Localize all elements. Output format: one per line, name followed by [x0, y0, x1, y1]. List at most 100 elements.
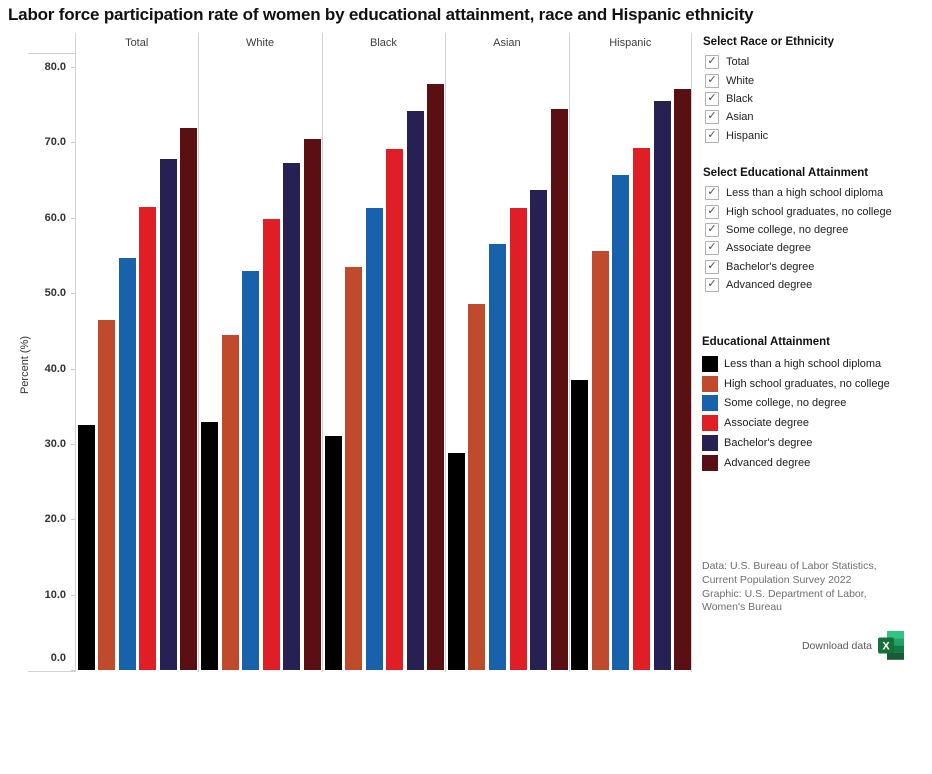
- column-header-white: White: [246, 37, 275, 49]
- legend-item[interactable]: Some college, no degree: [702, 394, 930, 414]
- bar-hispanic-bachelor-s-degree[interactable]: [654, 101, 671, 670]
- axis-bottom-border: [28, 671, 75, 672]
- bar-hispanic-less-than-a-high-school-diploma[interactable]: [571, 380, 588, 670]
- chart-title: Labor force participation rate of women …: [8, 5, 754, 24]
- checkbox-row-less-than-hs[interactable]: ✓ Less than a high school diploma: [705, 184, 931, 202]
- checkbox-label: Asian: [726, 111, 754, 124]
- download-data-button[interactable]: Download data: [801, 640, 872, 652]
- bar-asian-bachelor-s-degree[interactable]: [530, 190, 547, 670]
- bar-total-high-school-graduates-no-college[interactable]: [98, 320, 115, 670]
- checkbox-black[interactable]: ✓: [705, 91, 719, 106]
- bar-asian-less-than-a-high-school-diploma[interactable]: [448, 453, 465, 670]
- svg-text:X: X: [882, 641, 890, 653]
- bar-black-advanced-degree[interactable]: [427, 84, 444, 670]
- legend-item[interactable]: Associate degree: [702, 413, 930, 433]
- checkbox-label: High school graduates, no college: [726, 205, 892, 218]
- bar-black-less-than-a-high-school-diploma[interactable]: [325, 436, 342, 670]
- bar-white-advanced-degree[interactable]: [304, 139, 321, 670]
- bar-white-bachelor-s-degree[interactable]: [283, 163, 300, 670]
- y-tick-mark: [71, 142, 75, 143]
- bar-white-high-school-graduates-no-college[interactable]: [222, 335, 239, 670]
- checkbox-hispanic[interactable]: ✓: [705, 128, 719, 143]
- bar-hispanic-associate-degree[interactable]: [633, 148, 650, 670]
- bar-asian-some-college-no-degree[interactable]: [489, 244, 506, 670]
- checkbox-row-total[interactable]: ✓ Total: [705, 53, 931, 71]
- check-icon: ✓: [707, 73, 717, 86]
- checkbox-label: Hispanic: [726, 129, 769, 142]
- y-tick-mark: [71, 670, 75, 671]
- source-line: Data: U.S. Bureau of Labor Statistics,: [702, 560, 877, 572]
- y-tick-label: 60.0: [44, 212, 66, 224]
- checkbox-hs-graduates[interactable]: ✓: [705, 204, 719, 219]
- race-filter-list: ✓ Total ✓ White ✓ Black ✓ Asian ✓ Hispan…: [705, 53, 931, 145]
- bar-hispanic-some-college-no-degree[interactable]: [612, 175, 629, 670]
- bar-black-high-school-graduates-no-college[interactable]: [345, 267, 362, 670]
- checkbox-row-asian[interactable]: ✓ Asian: [705, 108, 931, 126]
- y-tick-label: 20.0: [44, 513, 66, 525]
- legend-label: Bachelor's degree: [724, 437, 813, 450]
- y-tick-label: 40.0: [44, 363, 66, 375]
- bar-white-less-than-a-high-school-diploma[interactable]: [201, 422, 218, 670]
- checkbox-row-white[interactable]: ✓ White: [705, 71, 931, 89]
- checkbox-associate[interactable]: ✓: [705, 241, 719, 256]
- bar-asian-advanced-degree[interactable]: [551, 109, 568, 670]
- y-tick-label: 30.0: [44, 438, 66, 450]
- bar-hispanic-advanced-degree[interactable]: [674, 89, 691, 670]
- checkbox-less-than-hs[interactable]: ✓: [705, 186, 719, 201]
- bar-total-bachelor-s-degree[interactable]: [160, 159, 177, 670]
- group-separator: [445, 33, 446, 672]
- legend-item[interactable]: Bachelor's degree: [702, 433, 930, 453]
- bar-white-some-college-no-degree[interactable]: [242, 271, 259, 670]
- check-icon: ✓: [707, 204, 717, 217]
- checkbox-row-associate[interactable]: ✓ Associate degree: [705, 239, 931, 257]
- checkbox-white[interactable]: ✓: [705, 73, 719, 88]
- bar-total-some-college-no-degree[interactable]: [119, 258, 136, 670]
- checkbox-row-some-college[interactable]: ✓ Some college, no degree: [705, 221, 931, 239]
- checkbox-some-college[interactable]: ✓: [705, 222, 719, 237]
- bar-black-some-college-no-degree[interactable]: [366, 208, 383, 670]
- bar-hispanic-high-school-graduates-no-college[interactable]: [592, 251, 609, 670]
- check-icon: ✓: [707, 128, 717, 141]
- bar-black-associate-degree[interactable]: [386, 149, 403, 670]
- bar-black-bachelor-s-degree[interactable]: [407, 111, 424, 670]
- y-tick-mark: [71, 293, 75, 294]
- source-line: Graphic: U.S. Department of Labor,: [702, 587, 867, 600]
- checkbox-row-advanced[interactable]: ✓ Advanced degree: [705, 276, 931, 294]
- legend-label: Some college, no degree: [724, 397, 847, 410]
- bar-asian-high-school-graduates-no-college[interactable]: [468, 304, 485, 670]
- legend-label: Less than a high school diploma: [724, 357, 882, 370]
- bar-total-associate-degree[interactable]: [139, 207, 156, 670]
- check-icon: ✓: [707, 259, 717, 272]
- legend-item[interactable]: Less than a high school diploma: [702, 354, 930, 374]
- group-separator: [322, 33, 323, 672]
- race-filter-title: Select Race or Ethnicity: [703, 36, 835, 48]
- y-tick-label: 50.0: [44, 287, 66, 299]
- y-tick-mark: [71, 369, 75, 370]
- education-filter-list: ✓ Less than a high school diploma ✓ High…: [705, 184, 931, 294]
- bar-asian-associate-degree[interactable]: [510, 208, 527, 670]
- checkbox-row-hispanic[interactable]: ✓ Hispanic: [705, 127, 931, 145]
- checkbox-advanced[interactable]: ✓: [705, 278, 719, 293]
- legend-item[interactable]: High school graduates, no college: [702, 374, 930, 394]
- education-filter-title: Select Educational Attainment: [703, 167, 869, 179]
- checkbox-row-bachelors[interactable]: ✓ Bachelor's degree: [705, 258, 931, 276]
- group-separator: [198, 33, 199, 672]
- checkbox-label: Less than a high school diploma: [726, 187, 884, 200]
- checkbox-label: Total: [726, 56, 750, 69]
- checkbox-asian[interactable]: ✓: [705, 110, 719, 125]
- excel-icon[interactable]: X: [878, 630, 905, 661]
- legend-swatch: [702, 415, 718, 432]
- checkbox-bachelors[interactable]: ✓: [705, 259, 719, 274]
- source-attribution: Data: U.S. Bureau of Labor Statistics, C…: [702, 560, 928, 615]
- bar-white-associate-degree[interactable]: [263, 219, 280, 670]
- bar-total-advanced-degree[interactable]: [180, 128, 197, 670]
- checkbox-label: Some college, no degree: [726, 223, 849, 236]
- bar-total-less-than-a-high-school-diploma[interactable]: [78, 425, 95, 670]
- checkbox-row-black[interactable]: ✓ Black: [705, 90, 931, 108]
- legend-swatch: [702, 355, 718, 372]
- checkbox-row-hs-graduates[interactable]: ✓ High school graduates, no college: [705, 202, 931, 220]
- checkbox-total[interactable]: ✓: [705, 55, 719, 70]
- check-icon: ✓: [707, 222, 717, 235]
- legend-item[interactable]: Advanced degree: [702, 453, 930, 473]
